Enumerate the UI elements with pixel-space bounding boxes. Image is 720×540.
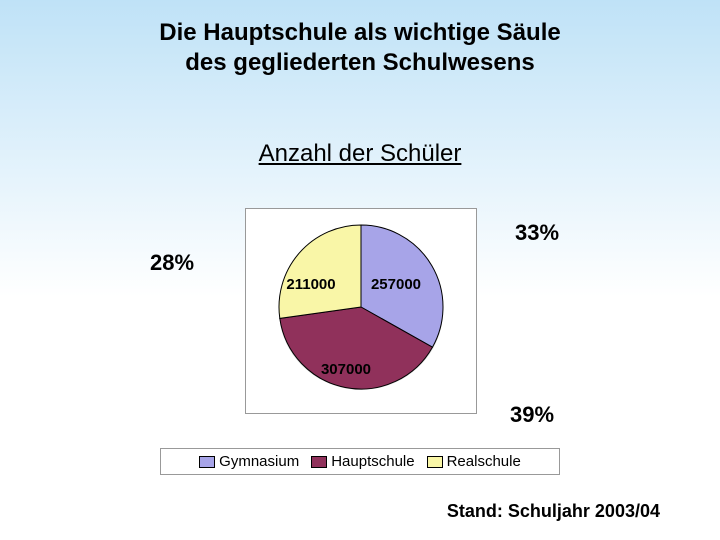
footer-note: Stand: Schuljahr 2003/04 [447,501,660,522]
pie-slice-realschule [279,225,361,318]
legend-label: Hauptschule [331,453,414,470]
pie-chart: 257000 307000 211000 [246,209,476,413]
page-title: Die Hauptschule als wichtige Säule des g… [0,18,720,78]
legend-swatch [311,456,327,468]
legend-item-realschule: Realschule [427,453,521,470]
legend-swatch [427,456,443,468]
pie-value-hauptschule: 307000 [321,361,371,378]
legend-item-gymnasium: Gymnasium [199,453,299,470]
percent-label-realschule: 28% [150,250,194,276]
chart-subtitle: Anzahl der Schüler [0,140,720,168]
legend-label: Gymnasium [219,453,299,470]
title-line-1: Die Hauptschule als wichtige Säule [159,19,560,46]
chart-legend: Gymnasium Hauptschule Realschule [160,448,560,475]
percent-label-gymnasium: 33% [515,220,559,246]
pie-value-realschule: 211000 [286,276,335,293]
pie-value-gymnasium: 257000 [371,276,421,293]
percent-label-hauptschule: 39% [510,402,554,428]
legend-item-hauptschule: Hauptschule [311,453,414,470]
title-line-2: des gegliederten Schulwesens [185,49,534,76]
legend-label: Realschule [447,453,521,470]
legend-swatch [199,456,215,468]
pie-chart-container: 257000 307000 211000 [245,208,477,414]
